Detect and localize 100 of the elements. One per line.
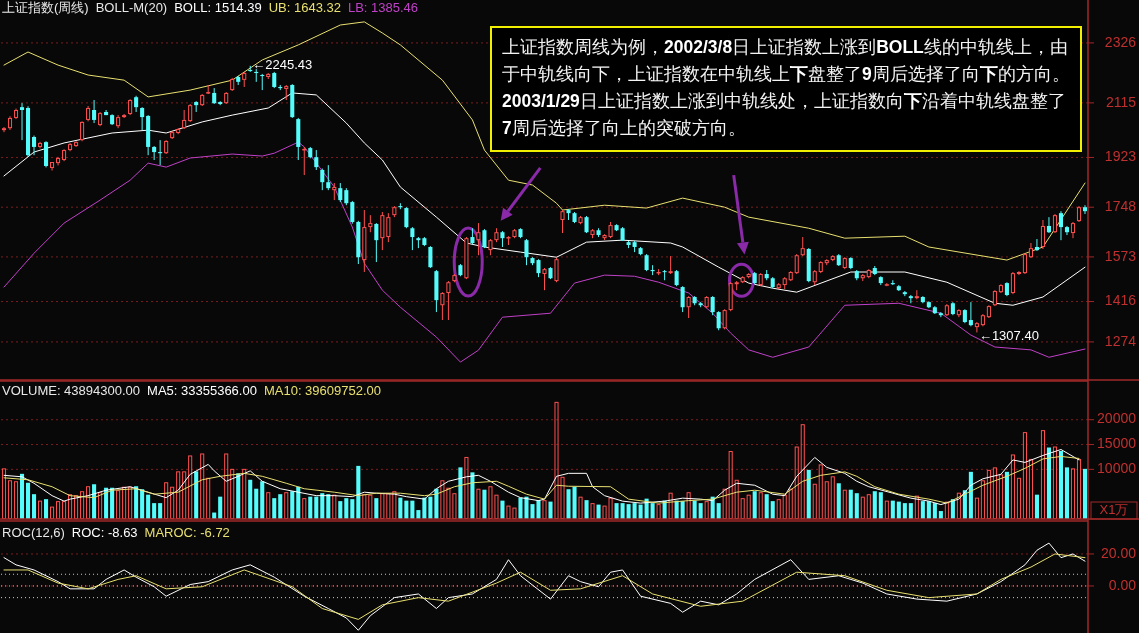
bar [37,500,43,519]
bar [1076,458,1082,519]
bar [464,456,469,519]
candlestick [440,291,445,321]
bar [992,467,997,519]
y-tick-label: 10000 [1097,460,1137,477]
bar [752,491,757,519]
bar [1016,477,1021,519]
bar [224,453,229,519]
text: MA10: 39609752.00 [263,383,382,398]
y-tick-label: 2115 [1105,93,1137,110]
y-tick-label: 20000 [1097,410,1137,427]
bar [19,473,25,519]
bar [344,498,349,519]
candlestick [938,311,943,318]
bar [50,506,55,519]
bar [620,503,625,519]
candlestick [338,182,343,203]
candlestick [1040,219,1045,250]
bar [482,489,487,519]
bar [716,503,721,519]
bar [980,480,985,519]
bar [164,482,169,519]
candlestick [524,238,529,266]
bar [590,503,595,519]
candlestick [122,113,127,119]
bar [986,469,991,519]
bar [1040,430,1045,519]
bar [266,492,271,519]
bar [920,501,925,519]
bar [914,495,919,519]
bar [350,499,355,519]
bar [218,496,223,519]
candlestick [794,253,799,275]
candlestick [1082,204,1088,215]
bar [404,500,409,519]
bar [194,471,199,519]
bar [206,477,211,519]
bar [614,503,619,519]
bar [704,501,709,519]
series-label: UB: 1643.32 [268,0,341,15]
bar [1064,467,1070,519]
y-axis-title: X1万 [1099,501,1129,517]
bar [128,486,133,519]
bar [332,494,337,519]
bar [878,492,883,519]
y-tick-label: 1274 [1104,332,1137,349]
bar [7,480,13,519]
bar [896,501,901,519]
y-tick-label: 2326 [1104,33,1137,50]
bar [974,497,979,519]
annotation: ←2245.43 [252,57,313,73]
line-series [3,92,1086,306]
text: MA5: 33355366.00 [147,383,257,398]
candlestick [302,146,307,176]
bar [374,498,379,519]
bar [908,503,913,519]
bar [338,501,343,519]
legend-title: BOLL-M(20) [95,0,168,15]
candlestick [710,295,715,316]
bar [872,491,877,519]
candlestick [968,301,973,327]
bar [902,503,907,519]
y-tick-label: 0.00 [1108,576,1137,593]
bar [1028,458,1033,519]
text: ROC: -8.63 [71,525,138,540]
bar [668,492,673,519]
candlestick [428,245,433,269]
bar [656,504,661,519]
bar [782,494,787,519]
bar [62,501,67,519]
chart-title: VOLUME: 43894300.00 [2,383,141,398]
bar [80,491,85,519]
bar [176,471,181,519]
bar [998,474,1003,519]
y-tick-label: 1573 [1104,247,1137,264]
candlestick [722,308,727,330]
candlestick [974,321,979,333]
bar [272,498,277,519]
bar [116,490,121,519]
bar [31,494,37,519]
bar [25,482,31,519]
chart-title: 上证指数(周线) [2,0,89,15]
candlestick [404,206,409,229]
bar [170,486,175,519]
candlestick [1022,252,1027,275]
bar [800,424,805,519]
bar [182,471,187,519]
bar [944,501,949,519]
candlestick [560,209,565,234]
bar [866,494,871,519]
bar [356,465,361,519]
text: LB: 1385.46 [347,0,419,15]
y-tick-label: 20.00 [1100,544,1137,561]
text: 上证指数周线为例，2002/3/8日上证指数上涨到BOLL线的中轨线上，由于中轨线向下，上证指数在中轨线上下盘整了9周后选择了向下的方向。2003/1/29日上证指数上涨到中轨线处，上证指数向下沿着中轨线盘整了7周后选择了向上的突破方向。 [502,37,1070,138]
candlestick [662,269,667,281]
candlestick [476,222,481,256]
bar [326,494,331,519]
bar [44,499,49,519]
candlestick [350,200,355,225]
